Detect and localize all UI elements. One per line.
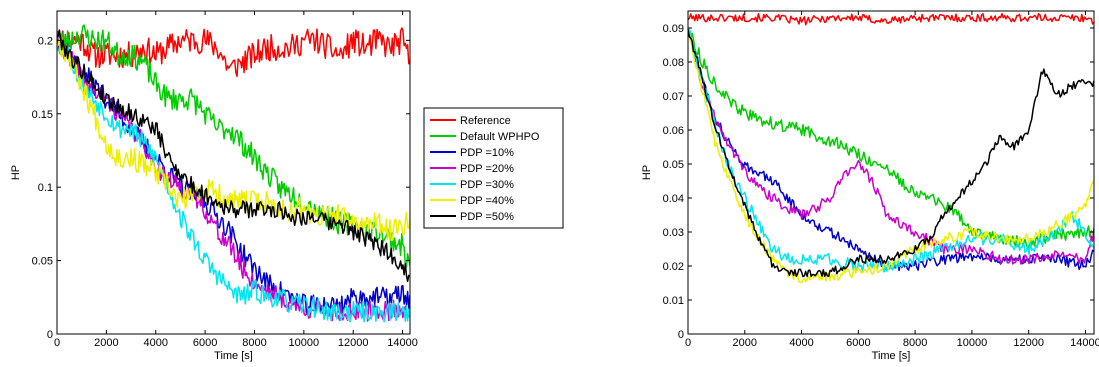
- left-x-tick-label: 8000: [242, 337, 266, 349]
- left-x-tick-label: 14000: [387, 337, 418, 349]
- legend-label-0: Reference: [460, 115, 511, 127]
- right-axes-box: [687, 10, 1095, 335]
- right-y-tick-label: 0: [678, 329, 684, 341]
- legend-label-1: Default WPHPO: [460, 131, 540, 143]
- right-x-tick-label: 2000: [733, 337, 757, 349]
- right-x-tick-label: 14000: [1070, 337, 1099, 349]
- right-chart: 0 2000 4000 6000 8000 10000 12000 14000 0 0.01 0.0…: [641, 10, 1099, 362]
- left-series-line-2: [57, 38, 410, 316]
- right-x-tick-label: 12000: [1013, 337, 1044, 349]
- right-series-line-5: [688, 29, 1094, 284]
- legend-label-4: PDP =30%: [460, 179, 514, 191]
- left-x-tick-label: 10000: [289, 337, 320, 349]
- left-y-tick-label: 0.05: [32, 256, 53, 268]
- right-series-group: [688, 12, 1094, 284]
- right-x-axis-label: Time [s]: [872, 350, 911, 362]
- left-series-line-4: [57, 40, 410, 323]
- right-y-tick-label: 0.09: [663, 23, 684, 35]
- left-x-tick-label: 4000: [143, 337, 167, 349]
- right-y-tick-label: 0.05: [663, 159, 684, 171]
- left-series-line-6: [57, 29, 410, 283]
- left-x-axis-label: Time [s]: [214, 350, 253, 362]
- right-series-line-1: [688, 29, 1094, 249]
- right-series-line-2: [688, 29, 1094, 272]
- right-y-tick-label: 0.04: [663, 193, 684, 205]
- right-series-line-0: [688, 12, 1094, 26]
- right-x-tick-label: 6000: [846, 337, 870, 349]
- left-y-tick-label: 0.15: [32, 109, 53, 121]
- right-series-line-3: [688, 30, 1094, 265]
- right-x-tick-label: 4000: [789, 337, 813, 349]
- left-x-tick-label: 2000: [94, 337, 118, 349]
- right-y-tick-label: 0.07: [663, 91, 684, 103]
- left-x-tick-label: 0: [54, 337, 60, 349]
- left-y-tick-label: 0.2: [38, 35, 53, 47]
- legend-label-6: PDP =50%: [460, 211, 514, 223]
- legend: Reference Default WPHPO PDP =10% PDP =20% PD…: [423, 107, 564, 229]
- left-series-line-1: [57, 24, 410, 268]
- left-x-tick-label: 6000: [193, 337, 217, 349]
- left-axes-box: [56, 10, 411, 335]
- right-x-tick-label: 10000: [957, 337, 988, 349]
- right-y-tick-label: 0.01: [663, 295, 684, 307]
- right-x-tick-label: 0: [685, 337, 691, 349]
- legend-label-3: PDP =20%: [460, 163, 514, 175]
- left-series-group: [57, 24, 410, 323]
- legend-label-2: PDP =10%: [460, 147, 514, 159]
- right-y-tick-label: 0.08: [663, 57, 684, 69]
- legend-label-5: PDP =40%: [460, 195, 514, 207]
- left-y-axis-label: HP: [10, 165, 22, 180]
- right-y-axis-label: HP: [641, 165, 653, 180]
- left-series-line-3: [57, 30, 410, 322]
- right-y-tick-label: 0.02: [663, 261, 684, 273]
- left-chart: 0 2000 4000 6000 8000 10000 12000 14000 0 0.05 0.1…: [10, 10, 418, 362]
- left-y-tick-label: 0.1: [38, 182, 53, 194]
- left-y-tick-label: 0: [47, 329, 53, 341]
- right-series-line-6: [688, 29, 1094, 278]
- right-x-tick-label: 8000: [903, 337, 927, 349]
- right-y-tick-label: 0.06: [663, 125, 684, 137]
- left-x-tick-label: 12000: [338, 337, 369, 349]
- right-y-tick-label: 0.03: [663, 227, 684, 239]
- left-series-line-0: [57, 27, 410, 78]
- right-series-line-4: [688, 28, 1094, 273]
